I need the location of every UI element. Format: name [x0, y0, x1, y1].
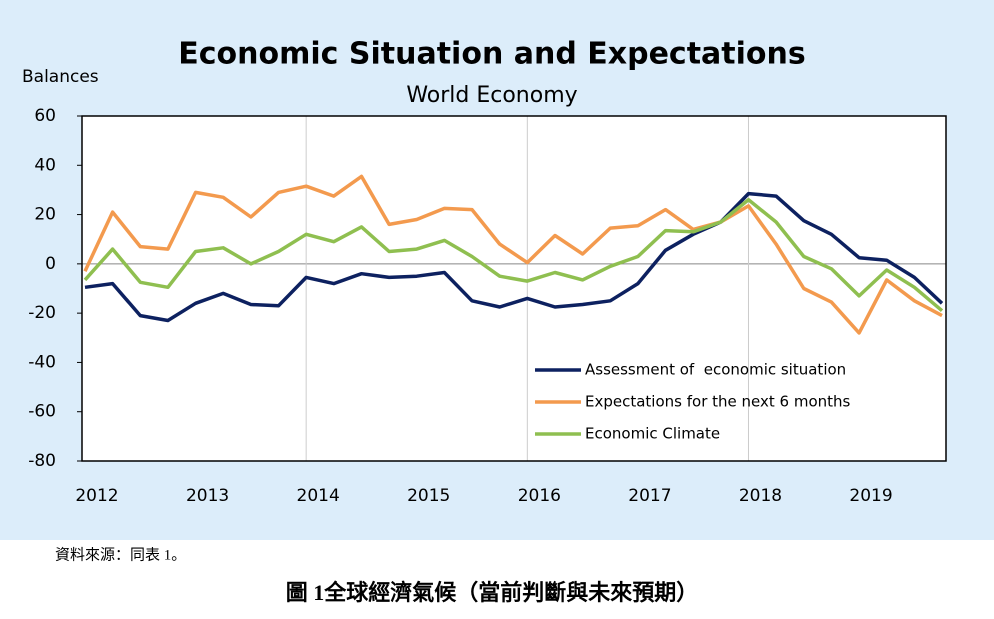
legend-label: Economic Climate — [585, 425, 720, 443]
legend-label: Assessment of economic situation — [585, 361, 846, 379]
y-axis-label: Balances — [22, 67, 99, 87]
y-tick-label: 60 — [34, 106, 56, 126]
y-tick-label: -60 — [28, 402, 56, 422]
plot-border — [81, 115, 947, 462]
x-tick-label: 2014 — [297, 486, 340, 506]
y-tick-label: 40 — [34, 155, 56, 175]
plot-layer — [82, 116, 946, 461]
y-tick-label: 0 — [45, 254, 56, 274]
chart-title: Economic Situation and Expectations — [178, 37, 806, 72]
x-tick-label: 2015 — [407, 486, 450, 506]
figure-caption: 圖 1全球經濟氣候（當前判斷與未來預期） — [286, 580, 699, 605]
chart-subtitle: World Economy — [406, 83, 577, 108]
series-line — [84, 191, 944, 323]
series-line — [83, 174, 943, 335]
x-tick-label: 2016 — [518, 486, 561, 506]
y-tick-label: -40 — [28, 352, 56, 372]
x-tick-label: 2017 — [628, 486, 671, 506]
y-tick-label: 20 — [34, 205, 56, 225]
y-tick-label: -80 — [28, 451, 56, 471]
x-tick-label: 2012 — [75, 486, 118, 506]
y-tick-label: -20 — [28, 303, 56, 323]
x-tick-label: 2013 — [186, 486, 229, 506]
source-note: 資料來源：同表 1。 — [55, 546, 186, 563]
series-line — [83, 198, 944, 313]
x-tick-label: 2018 — [739, 486, 782, 506]
x-tick-label: 2019 — [849, 486, 892, 506]
legend-label: Expectations for the next 6 months — [585, 393, 851, 411]
